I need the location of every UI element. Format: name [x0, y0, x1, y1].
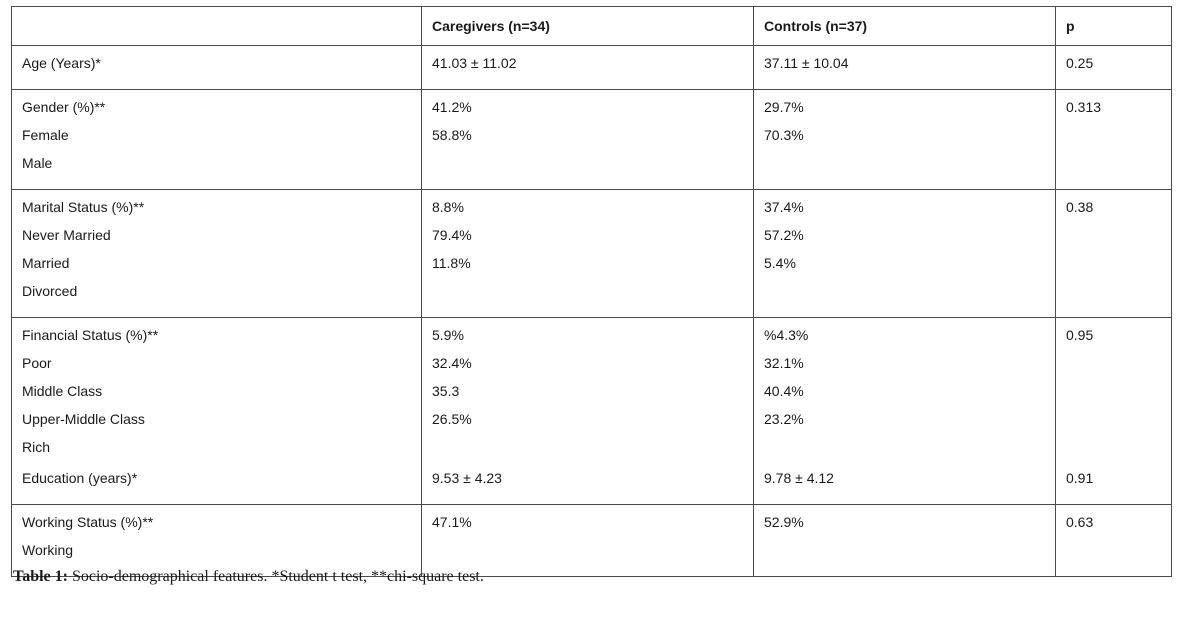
caregivers-value: 5.9% [432, 327, 464, 343]
table-header-row: Caregivers (n=34) Controls (n=37) p [11, 6, 1172, 46]
row-label-cell: Age (Years)* [11, 45, 422, 90]
controls-value: %4.3% [764, 327, 809, 343]
caregivers-value: 35.3 [432, 383, 460, 399]
controls-value [764, 436, 1045, 467]
caregivers-value: 41.03 ± 11.02 [432, 55, 517, 71]
controls-cell: 37.4% 57.2% 5.4% [753, 189, 1056, 318]
controls-value: 57.2% [764, 227, 804, 243]
row-label: Age (Years)* [22, 55, 101, 71]
controls-cell: 52.9% [753, 504, 1056, 577]
controls-value: 29.7% [764, 99, 804, 115]
table-row-age: Age (Years)* 41.03 ± 11.02 37.11 ± 10.04… [11, 45, 1172, 90]
caregivers-value: 32.4% [432, 355, 472, 371]
p-cell: 0.25 [1055, 45, 1172, 90]
controls-value: 37.4% [764, 199, 804, 215]
controls-value: 9.78 ± 4.12 [764, 470, 834, 486]
row-label: Divorced [22, 283, 78, 299]
caregivers-cell: 41.03 ± 11.02 [421, 45, 754, 90]
row-label: Upper-Middle Class [22, 411, 145, 427]
caregivers-cell: 5.9% 32.4% 35.3 26.5% 9.53 ± 4.23 [421, 317, 754, 505]
row-label: Working Status (%)** [22, 514, 154, 530]
controls-value: 40.4% [764, 383, 804, 399]
caregivers-value [432, 436, 743, 467]
caregivers-value: 41.2% [432, 99, 472, 115]
header-controls: Controls (n=37) [753, 6, 1056, 46]
caregivers-value: 11.8% [432, 255, 471, 271]
caregivers-cell: 47.1% [421, 504, 754, 577]
controls-value: 52.9% [764, 514, 804, 530]
p-value: 0.91 [1066, 470, 1094, 486]
row-label-cell: Financial Status (%)** Poor Middle Class… [11, 317, 422, 505]
caregivers-value: 9.53 ± 4.23 [432, 470, 502, 486]
controls-value: 32.1% [764, 355, 804, 371]
caregivers-value: 79.4% [432, 227, 472, 243]
table-row-marital-status: Marital Status (%)** Never Married Marri… [11, 189, 1172, 318]
p-value [1066, 436, 1161, 467]
caregivers-value: 47.1% [432, 514, 472, 530]
caregivers-value: 26.5% [432, 411, 472, 427]
p-cell: 0.95 0.91 [1055, 317, 1172, 505]
row-label-cell: Working Status (%)** Working [11, 504, 422, 577]
header-p-value: p [1055, 6, 1172, 46]
row-label: Never Married [22, 227, 111, 243]
caregivers-value: 8.8% [432, 199, 464, 215]
p-value [1066, 380, 1161, 408]
row-label: Poor [22, 355, 52, 371]
controls-value: 37.11 ± 10.04 [764, 55, 849, 71]
p-value [1066, 352, 1161, 380]
header-caregivers: Caregivers (n=34) [421, 6, 754, 46]
controls-cell: 37.11 ± 10.04 [753, 45, 1056, 90]
table-row-gender: Gender (%)** Female Male 41.2% 58.8% 29.… [11, 89, 1172, 190]
caregivers-value: 58.8% [432, 127, 472, 143]
controls-cell: %4.3% 32.1% 40.4% 23.2% 9.78 ± 4.12 [753, 317, 1056, 505]
row-label: Rich [22, 439, 51, 455]
sociodemographic-table: Caregivers (n=34) Controls (n=37) p Age … [11, 6, 1172, 577]
caption-label: Table 1: [13, 568, 68, 585]
p-cell: 0.313 [1055, 89, 1172, 190]
p-cell: 0.38 [1055, 189, 1172, 318]
p-value: 0.38 [1066, 199, 1094, 215]
row-label: Gender (%)** [22, 99, 106, 115]
controls-value: 5.4% [764, 255, 796, 271]
caregivers-cell: 41.2% 58.8% [421, 89, 754, 190]
row-label: Education (years)* [22, 470, 138, 486]
caregivers-cell: 8.8% 79.4% 11.8% [421, 189, 754, 318]
row-label: Working [22, 542, 74, 558]
header-empty-cell [11, 6, 422, 46]
p-value: 0.63 [1066, 514, 1094, 530]
row-label: Male [22, 155, 53, 171]
p-cell: 0.63 [1055, 504, 1172, 577]
controls-cell: 29.7% 70.3% [753, 89, 1056, 190]
row-label-cell: Marital Status (%)** Never Married Marri… [11, 189, 422, 318]
row-label: Married [22, 255, 70, 271]
controls-value: 23.2% [764, 411, 804, 427]
p-value [1066, 408, 1161, 436]
p-value: 0.25 [1066, 55, 1094, 71]
table-caption: Table 1: Socio-demographical features. *… [13, 568, 484, 586]
controls-value: 70.3% [764, 127, 804, 143]
row-label-cell: Gender (%)** Female Male [11, 89, 422, 190]
table-row-financial-status: Financial Status (%)** Poor Middle Class… [11, 317, 1172, 505]
row-label: Middle Class [22, 383, 103, 399]
row-label: Financial Status (%)** [22, 327, 159, 343]
table-row-working-status: Working Status (%)** Working 47.1% 52.9%… [11, 504, 1172, 577]
p-value: 0.95 [1066, 327, 1094, 343]
p-value: 0.313 [1066, 99, 1102, 115]
row-label: Marital Status (%)** [22, 199, 145, 215]
row-label: Female [22, 127, 69, 143]
caption-text: Socio-demographical features. *Student t… [67, 568, 484, 585]
